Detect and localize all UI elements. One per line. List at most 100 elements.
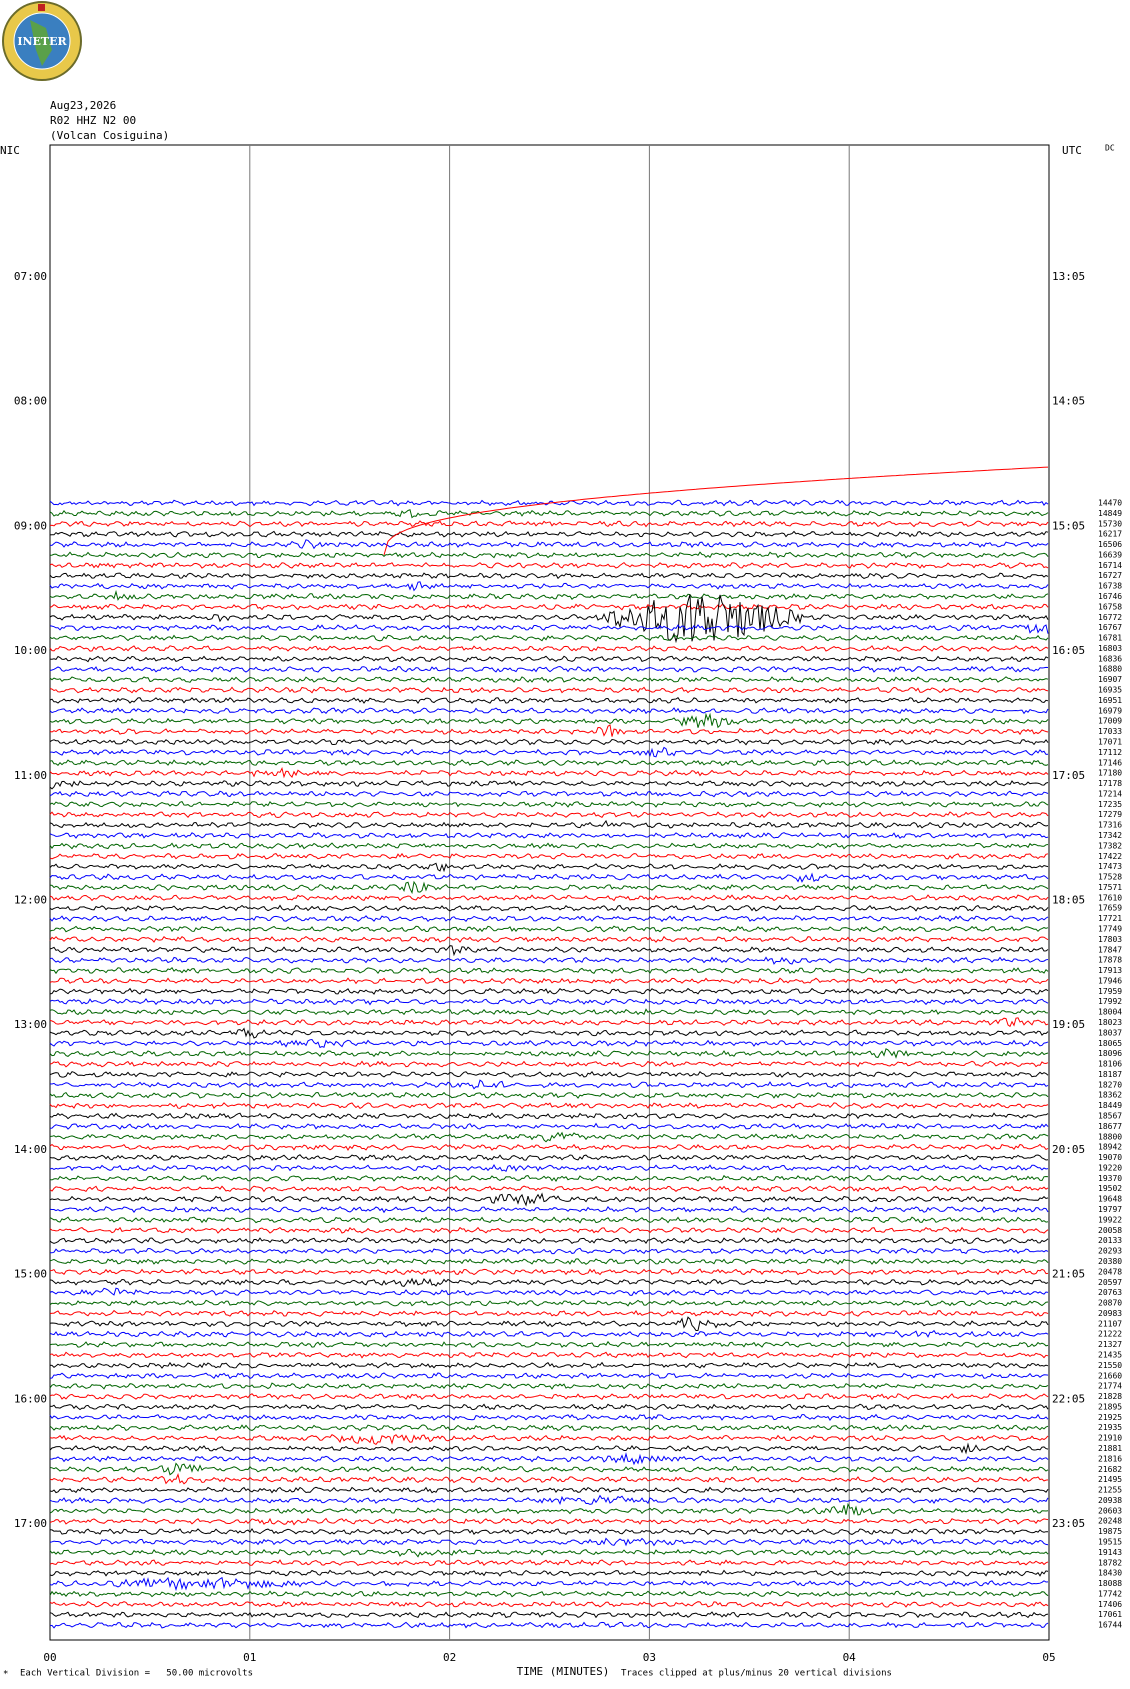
trace bbox=[49, 603, 1049, 611]
dc-offset: 16803 bbox=[1098, 644, 1122, 653]
dc-offset: 18023 bbox=[1098, 1018, 1122, 1027]
dc-offset: 20133 bbox=[1098, 1236, 1122, 1245]
dc-offset: 17473 bbox=[1098, 862, 1122, 871]
dc-offset: 16506 bbox=[1098, 540, 1122, 549]
dc-offset: 16880 bbox=[1098, 665, 1122, 674]
dc-offset: 17742 bbox=[1098, 1589, 1122, 1598]
station: R02 HHZ N2 00 bbox=[50, 114, 136, 127]
trace bbox=[49, 1382, 1049, 1390]
nic-hour-label: 16:00 bbox=[14, 1392, 47, 1405]
dc-offset: 16217 bbox=[1098, 530, 1122, 539]
dc-offset: 17382 bbox=[1098, 841, 1122, 850]
logo: INETER bbox=[2, 1, 82, 81]
trace bbox=[49, 945, 1049, 957]
dc-offset: 20380 bbox=[1098, 1257, 1122, 1266]
trace bbox=[49, 1038, 1049, 1049]
utc-hour-label: 21:05 bbox=[1052, 1268, 1085, 1281]
trace bbox=[49, 1403, 1049, 1411]
trace bbox=[49, 1226, 1049, 1234]
dc-offset: 17422 bbox=[1098, 852, 1122, 861]
dc-offset: 16935 bbox=[1098, 686, 1122, 695]
trace bbox=[49, 581, 1049, 592]
trace bbox=[49, 904, 1049, 912]
dc-offset: 19070 bbox=[1098, 1153, 1122, 1162]
dc-offset: 17279 bbox=[1098, 810, 1122, 819]
trace bbox=[49, 1154, 1049, 1161]
dc-offset: 17847 bbox=[1098, 945, 1122, 954]
dc-offset: 16767 bbox=[1098, 623, 1122, 632]
trace bbox=[49, 1372, 1049, 1380]
dc-offset: 18065 bbox=[1098, 1039, 1122, 1048]
dc-offset: 21910 bbox=[1098, 1434, 1122, 1443]
dc-offset: 20058 bbox=[1098, 1226, 1122, 1235]
trace bbox=[49, 530, 1049, 538]
utc-hour-label: 22:05 bbox=[1052, 1392, 1085, 1405]
dc-offset: 20248 bbox=[1098, 1517, 1122, 1526]
trace bbox=[49, 589, 1049, 601]
dc-offset: 17721 bbox=[1098, 914, 1122, 923]
dc-offset: 17033 bbox=[1098, 727, 1122, 736]
dc-offset: 16772 bbox=[1098, 613, 1122, 622]
trace bbox=[49, 1008, 1049, 1016]
trace bbox=[49, 1621, 1049, 1629]
trace bbox=[49, 1216, 1049, 1224]
trace bbox=[49, 1206, 1049, 1214]
dc-offset: 19922 bbox=[1098, 1215, 1122, 1224]
trace bbox=[49, 1393, 1049, 1401]
dc-offset: 17112 bbox=[1098, 748, 1122, 757]
dc-offset: 18004 bbox=[1098, 1008, 1122, 1017]
trace bbox=[49, 800, 1049, 808]
dc-offset: 19648 bbox=[1098, 1195, 1122, 1204]
trace bbox=[49, 1027, 1049, 1039]
trace bbox=[49, 572, 1049, 580]
trace bbox=[49, 1473, 1049, 1485]
utc-hour-label: 18:05 bbox=[1052, 894, 1085, 907]
nic-hour-label: 12:00 bbox=[14, 894, 47, 907]
trace bbox=[49, 862, 1049, 873]
trace bbox=[49, 1424, 1049, 1432]
dc-offset: 19370 bbox=[1098, 1174, 1122, 1183]
trace bbox=[49, 1494, 1049, 1506]
dc-offset: 17992 bbox=[1098, 997, 1122, 1006]
dc-offset: 17342 bbox=[1098, 831, 1122, 840]
trace bbox=[49, 967, 1049, 975]
trace bbox=[49, 1277, 1049, 1287]
trace bbox=[49, 894, 1049, 902]
dc-offset: 20597 bbox=[1098, 1278, 1122, 1287]
utc-hour-label: 14:05 bbox=[1052, 395, 1085, 408]
utc-hour-label: 15:05 bbox=[1052, 519, 1085, 532]
trace bbox=[49, 509, 1049, 519]
trace bbox=[49, 1600, 1049, 1608]
trace bbox=[49, 1517, 1049, 1526]
footer-mark: * bbox=[3, 1670, 8, 1680]
dc-offset: 16979 bbox=[1098, 706, 1122, 715]
dc-offset: 18677 bbox=[1098, 1122, 1122, 1131]
dc-offset: 18096 bbox=[1098, 1049, 1122, 1058]
dc-offset: 18782 bbox=[1098, 1558, 1122, 1567]
dc-offset: 16758 bbox=[1098, 602, 1122, 611]
dc-offset: 17180 bbox=[1098, 769, 1122, 778]
dc-offset: 20763 bbox=[1098, 1288, 1122, 1297]
dc-offset: 16727 bbox=[1098, 571, 1122, 580]
x-tick-label: 04 bbox=[843, 1651, 857, 1664]
dc-offset: 15730 bbox=[1098, 519, 1122, 528]
dc-offset: 17749 bbox=[1098, 924, 1122, 933]
scale-note: Each Vertical Division = 50.00 microvolt… bbox=[20, 1669, 253, 1679]
trace bbox=[49, 1361, 1049, 1369]
trace bbox=[49, 956, 1049, 965]
dc-offset: 18430 bbox=[1098, 1569, 1122, 1578]
trace bbox=[49, 832, 1049, 839]
dc-offset: 19875 bbox=[1098, 1527, 1122, 1536]
trace bbox=[49, 539, 1049, 550]
trace bbox=[49, 790, 1049, 798]
dc-offset: 20938 bbox=[1098, 1496, 1122, 1505]
trace bbox=[49, 1192, 1049, 1207]
trace bbox=[49, 499, 1049, 507]
trace bbox=[49, 1452, 1049, 1466]
trace bbox=[49, 594, 1049, 644]
dc-offset: 21222 bbox=[1098, 1330, 1122, 1339]
utc-hour-label: 23:05 bbox=[1052, 1517, 1085, 1530]
nic-hour-label: 15:00 bbox=[14, 1268, 47, 1281]
trace bbox=[49, 1351, 1049, 1359]
x-tick-label: 03 bbox=[643, 1651, 656, 1664]
